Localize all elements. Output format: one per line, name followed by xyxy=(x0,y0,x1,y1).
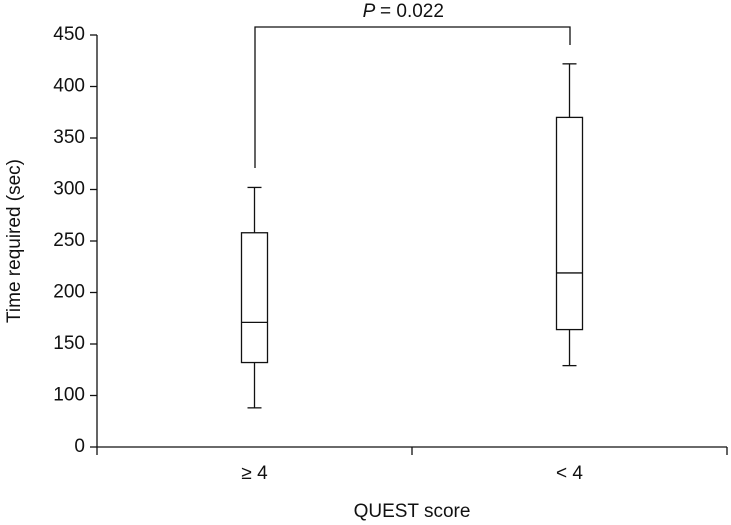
x-tick-label: ≥ 4 xyxy=(241,463,268,484)
box xyxy=(555,116,584,331)
y-tick-label: 450 xyxy=(53,24,85,45)
y-tick-label: 100 xyxy=(53,385,85,406)
x-tick-label: < 4 xyxy=(556,463,583,484)
annotation-symbol: P xyxy=(363,1,376,22)
y-tick-label: 350 xyxy=(53,127,85,148)
box xyxy=(240,232,269,364)
annotation: = 0.022 xyxy=(380,1,444,22)
x-axis-label: QUEST score xyxy=(354,501,471,522)
y-tick-label: 400 xyxy=(53,76,85,97)
y-tick-label: 300 xyxy=(53,179,85,200)
y-tick-label: 200 xyxy=(53,282,85,303)
y-tick-label: 150 xyxy=(53,333,85,354)
y-tick-label: 250 xyxy=(53,230,85,251)
y-axis-label: Time required (sec) xyxy=(4,159,25,323)
y-tick-label: 0 xyxy=(74,436,85,457)
significance-bracket xyxy=(254,26,571,168)
